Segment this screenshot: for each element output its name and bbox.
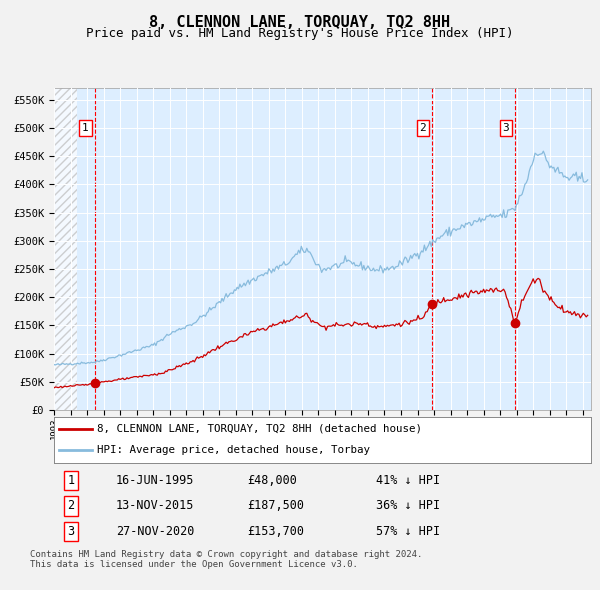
Text: 27-NOV-2020: 27-NOV-2020 bbox=[116, 525, 194, 538]
Text: £153,700: £153,700 bbox=[247, 525, 304, 538]
Text: 8, CLENNON LANE, TORQUAY, TQ2 8HH: 8, CLENNON LANE, TORQUAY, TQ2 8HH bbox=[149, 15, 451, 30]
Text: 8, CLENNON LANE, TORQUAY, TQ2 8HH (detached house): 8, CLENNON LANE, TORQUAY, TQ2 8HH (detac… bbox=[97, 424, 422, 434]
Text: 2: 2 bbox=[68, 499, 75, 513]
Text: £48,000: £48,000 bbox=[247, 474, 297, 487]
Text: 57% ↓ HPI: 57% ↓ HPI bbox=[376, 525, 440, 538]
Text: HPI: Average price, detached house, Torbay: HPI: Average price, detached house, Torb… bbox=[97, 445, 370, 455]
Text: Price paid vs. HM Land Registry's House Price Index (HPI): Price paid vs. HM Land Registry's House … bbox=[86, 27, 514, 40]
Text: 3: 3 bbox=[503, 123, 509, 133]
Text: 36% ↓ HPI: 36% ↓ HPI bbox=[376, 499, 440, 513]
Text: Contains HM Land Registry data © Crown copyright and database right 2024.
This d: Contains HM Land Registry data © Crown c… bbox=[30, 550, 422, 569]
Text: 2: 2 bbox=[419, 123, 426, 133]
Bar bbox=[54, 88, 77, 410]
Text: 3: 3 bbox=[68, 525, 75, 538]
Text: 16-JUN-1995: 16-JUN-1995 bbox=[116, 474, 194, 487]
Text: £187,500: £187,500 bbox=[247, 499, 304, 513]
Text: 13-NOV-2015: 13-NOV-2015 bbox=[116, 499, 194, 513]
Text: 41% ↓ HPI: 41% ↓ HPI bbox=[376, 474, 440, 487]
Text: 1: 1 bbox=[82, 123, 89, 133]
Text: 1: 1 bbox=[68, 474, 75, 487]
